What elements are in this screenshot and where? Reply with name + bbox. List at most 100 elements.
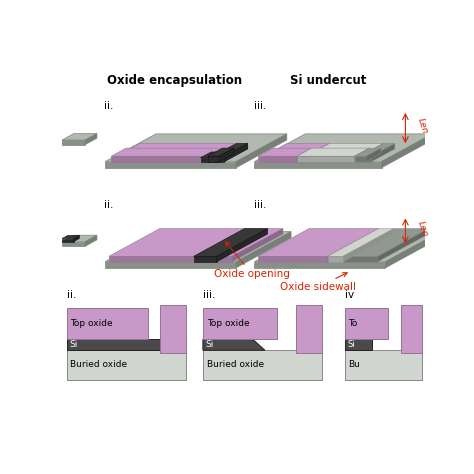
Polygon shape [219,148,234,162]
Text: Si: Si [347,340,356,349]
Polygon shape [382,134,432,168]
Text: Top oxide: Top oxide [71,319,113,328]
Polygon shape [306,144,383,156]
Polygon shape [255,134,432,162]
Polygon shape [62,134,97,140]
Polygon shape [225,144,248,162]
Polygon shape [264,144,329,156]
Polygon shape [297,148,311,162]
Polygon shape [343,228,428,256]
Bar [346,339,372,350]
Bar [346,350,422,380]
Polygon shape [236,232,291,268]
Text: Si undercut: Si undercut [290,74,366,87]
Polygon shape [343,256,378,262]
Bar [401,305,422,353]
Text: iii.: iii. [203,290,215,300]
Polygon shape [385,232,440,268]
Polygon shape [258,156,297,162]
Polygon shape [372,144,395,162]
Polygon shape [297,148,369,156]
Polygon shape [114,152,225,158]
Polygon shape [201,158,214,162]
Polygon shape [117,144,248,156]
Polygon shape [232,228,283,262]
Polygon shape [360,144,383,162]
Polygon shape [328,256,343,262]
Polygon shape [360,144,395,156]
Polygon shape [111,156,219,162]
Polygon shape [85,235,97,246]
Text: Len: Len [416,220,430,238]
Text: ii.: ii. [66,290,76,300]
Bar [296,305,322,353]
Polygon shape [85,134,97,145]
Polygon shape [109,256,232,262]
Polygon shape [208,148,234,156]
Polygon shape [105,262,236,268]
Polygon shape [255,162,382,168]
Polygon shape [258,256,328,262]
Text: iii.: iii. [255,200,267,210]
Polygon shape [62,242,85,246]
Polygon shape [343,228,394,262]
Polygon shape [258,228,378,256]
Polygon shape [105,134,287,162]
Bar [66,350,186,380]
Polygon shape [225,144,248,162]
Text: Oxide sidewall: Oxide sidewall [280,273,356,292]
Polygon shape [306,144,329,162]
Polygon shape [213,156,225,162]
Text: Len: Len [416,117,430,135]
Polygon shape [62,140,85,145]
Polygon shape [355,156,366,162]
Bar [66,339,186,350]
Polygon shape [62,235,97,242]
Polygon shape [328,228,394,256]
Polygon shape [105,232,291,262]
Text: Oxide opening: Oxide opening [214,242,290,279]
Polygon shape [306,156,360,162]
Polygon shape [214,152,225,162]
Text: iv: iv [346,290,355,300]
Polygon shape [355,148,369,162]
Polygon shape [114,158,214,162]
Polygon shape [264,156,306,162]
Bar [203,308,277,339]
Polygon shape [73,236,80,242]
Polygon shape [217,228,267,262]
Polygon shape [258,148,311,156]
Polygon shape [255,262,385,268]
Text: Si: Si [205,340,214,349]
Polygon shape [355,148,381,156]
Text: To: To [348,319,358,328]
Polygon shape [201,152,225,158]
Bar [203,350,322,380]
Text: ii.: ii. [103,101,113,111]
Text: Top oxide: Top oxide [207,319,249,328]
Polygon shape [378,228,428,262]
Text: iii.: iii. [255,101,267,111]
Polygon shape [194,256,217,262]
Polygon shape [213,144,248,156]
Bar [346,308,388,339]
Text: Oxide encapsulation: Oxide encapsulation [107,74,242,87]
Polygon shape [328,228,378,262]
Text: Bu: Bu [348,360,360,369]
Polygon shape [255,232,440,262]
Polygon shape [366,148,381,162]
Polygon shape [208,156,219,162]
Polygon shape [62,238,73,242]
Polygon shape [203,339,265,350]
Polygon shape [111,148,234,156]
Polygon shape [105,162,236,168]
Polygon shape [194,228,267,256]
Text: ii.: ii. [103,200,113,210]
Polygon shape [236,134,287,168]
Text: Buried oxide: Buried oxide [71,360,128,369]
Text: Si: Si [69,340,77,349]
Text: Buried oxide: Buried oxide [207,360,264,369]
Bar [160,305,186,353]
Polygon shape [62,236,80,238]
Polygon shape [214,152,225,162]
